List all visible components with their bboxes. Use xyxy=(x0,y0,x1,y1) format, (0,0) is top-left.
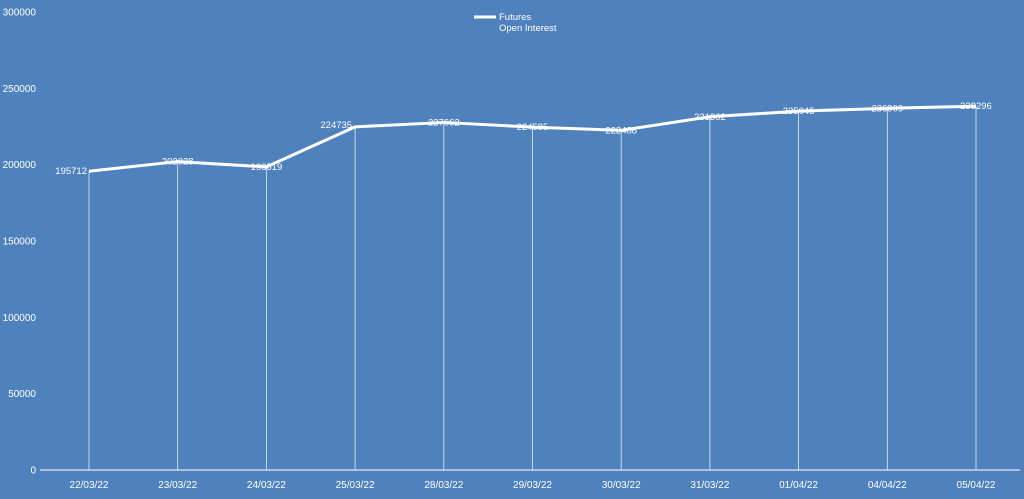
legend-label-line1: Futures xyxy=(499,12,531,23)
y-axis-tick-labels: 0 50000 100000 150000 200000 250000 300000 xyxy=(3,8,37,477)
data-labels: 195712 202028 198519 224735 227662 224585 2224… xyxy=(55,101,992,177)
y-tick-label: 150000 xyxy=(3,237,37,248)
drop-lines xyxy=(88,106,977,470)
x-tick-label: 29/03/22 xyxy=(513,480,552,491)
x-tick-label: 28/03/22 xyxy=(424,480,463,491)
y-tick-label: 200000 xyxy=(3,160,37,171)
data-label: 227662 xyxy=(428,117,460,128)
y-tick-label: 250000 xyxy=(3,84,37,95)
x-tick-label: 31/03/22 xyxy=(690,480,729,491)
data-label: 235045 xyxy=(783,106,815,117)
x-axis-tick-labels: 22/03/22 23/03/22 24/03/22 25/03/22 28/03/22… xyxy=(70,480,996,491)
x-tick-label: 30/03/22 xyxy=(602,480,641,491)
series-line xyxy=(88,104,977,173)
data-label: 236909 xyxy=(871,103,903,114)
x-tick-label: 22/03/22 xyxy=(70,480,109,491)
data-label: 224585 xyxy=(517,122,549,133)
data-label: 222488 xyxy=(605,125,637,136)
y-tick-label: 50000 xyxy=(8,389,36,400)
data-label: 224735 xyxy=(320,120,352,131)
x-tick-label: 01/04/22 xyxy=(779,480,818,491)
x-tick-label: 04/04/22 xyxy=(868,480,907,491)
x-tick-label: 24/03/22 xyxy=(247,480,286,491)
x-tick-label: 05/04/22 xyxy=(957,480,996,491)
legend: Futures Open Interest xyxy=(474,12,557,34)
y-tick-label: 300000 xyxy=(3,8,37,19)
y-tick-label: 0 xyxy=(30,466,36,477)
data-label: 202028 xyxy=(162,157,194,168)
legend-label-line2: Open Interest xyxy=(499,23,557,34)
data-label: 198519 xyxy=(251,162,283,173)
x-tick-label: 23/03/22 xyxy=(158,480,197,491)
data-label: 195712 xyxy=(55,166,87,177)
data-label: 231362 xyxy=(694,112,726,123)
x-tick-label: 25/03/22 xyxy=(336,480,375,491)
y-tick-label: 100000 xyxy=(3,313,37,324)
data-label: 238296 xyxy=(960,101,992,112)
